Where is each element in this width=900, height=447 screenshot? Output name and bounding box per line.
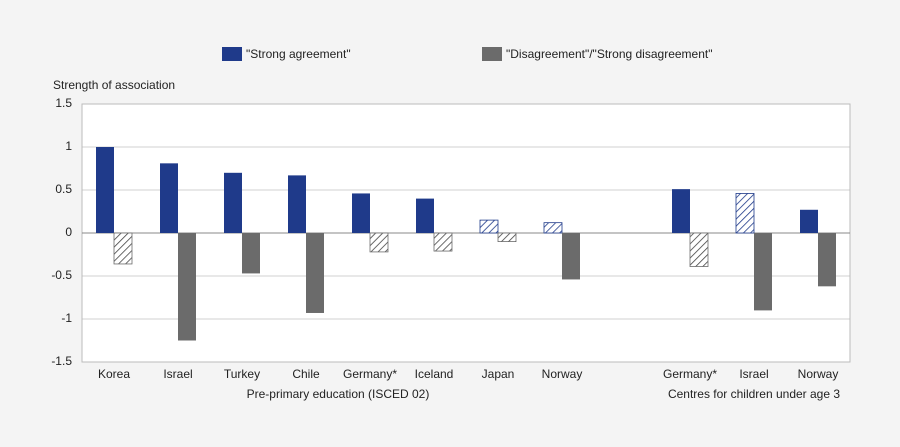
- bar: [562, 233, 580, 280]
- x-tick-label: Germany*: [343, 367, 397, 381]
- x-tick-label: Japan: [482, 367, 515, 381]
- bar-hatched: [735, 193, 755, 234]
- legend-swatch: [222, 47, 242, 61]
- x-tick-label: Germany*: [663, 367, 717, 381]
- bar: [818, 233, 836, 287]
- x-tick-label: Norway: [798, 367, 839, 381]
- bar: [306, 233, 324, 313]
- y-tick-label: 0: [65, 225, 72, 239]
- bar: [352, 193, 370, 233]
- bar: [224, 172, 242, 233]
- bar-hatched: [689, 232, 709, 267]
- bar-hatched: [543, 222, 563, 234]
- y-tick-label: 1.5: [55, 96, 72, 110]
- bar: [288, 175, 306, 233]
- bar-hatched: [369, 232, 389, 253]
- x-tick-label: Chile: [292, 367, 320, 381]
- bar: [178, 233, 196, 341]
- legend-swatch: [482, 47, 502, 61]
- group-label: Centres for children under age 3: [668, 387, 840, 401]
- bar: [672, 189, 690, 233]
- x-tick-label: Israel: [739, 367, 768, 381]
- y-tick-label: -0.5: [51, 268, 72, 282]
- bar: [800, 209, 818, 233]
- bar: [754, 233, 772, 311]
- y-tick-label: -1: [61, 311, 72, 325]
- bar-hatched: [479, 219, 499, 234]
- bar: [160, 163, 178, 233]
- bar-hatched: [433, 232, 453, 252]
- y-tick-label: 1: [65, 139, 72, 153]
- bar-hatched: [113, 232, 133, 265]
- bar: [242, 233, 260, 274]
- y-axis-label: Strength of association: [53, 78, 175, 92]
- x-tick-label: Iceland: [415, 367, 454, 381]
- bar-hatched: [497, 232, 517, 243]
- legend-label: "Disagreement"/"Strong disagreement": [506, 47, 712, 61]
- y-tick-label: -1.5: [51, 354, 72, 368]
- x-tick-label: Norway: [542, 367, 583, 381]
- x-tick-label: Korea: [98, 367, 130, 381]
- group-label: Pre-primary education (ISCED 02): [247, 387, 430, 401]
- x-tick-label: Israel: [163, 367, 192, 381]
- x-tick-label: Turkey: [224, 367, 260, 381]
- bar: [416, 198, 434, 233]
- legend-label: "Strong agreement": [246, 47, 351, 61]
- y-tick-label: 0.5: [55, 182, 72, 196]
- bar: [96, 147, 114, 233]
